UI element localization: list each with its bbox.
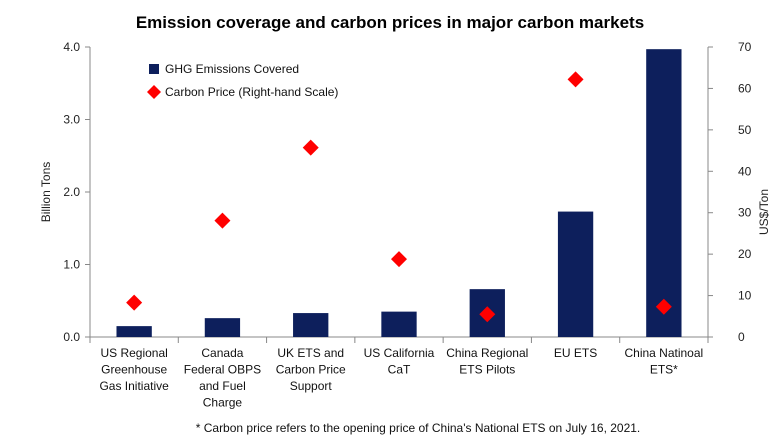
x-tick-label: EU ETS	[554, 346, 597, 360]
y-tick-label-left: 1.0	[63, 258, 80, 272]
bar-ghg-emissions	[204, 318, 241, 337]
bar-ghg-emissions	[381, 311, 417, 337]
y-tick-label-right: 60	[738, 81, 752, 95]
y-tick-label-left: 3.0	[63, 113, 80, 127]
y-axis-label-right: US$/Ton	[757, 189, 771, 235]
chart-title: Emission coverage and carbon prices in m…	[136, 13, 644, 32]
y-tick-label-left: 4.0	[63, 40, 80, 54]
bar-ghg-emissions	[646, 49, 682, 338]
x-tick-label: Canada Federal OBPS and Fuel Charge	[184, 346, 261, 410]
x-tick-label: US California CaT	[364, 346, 435, 377]
y-tick-label-right: 40	[738, 164, 752, 178]
y-tick-label-left: 2.0	[63, 185, 80, 199]
y-tick-label-right: 20	[738, 247, 752, 261]
legend-label-price: Carbon Price (Right-hand Scale)	[165, 85, 338, 99]
x-tick-label: China Natinoal ETS*	[624, 346, 703, 377]
y-tick-label-right: 70	[738, 40, 752, 54]
point-carbon-price	[567, 71, 584, 88]
y-axis-label-left: Billion Tons	[39, 162, 53, 222]
point-carbon-price	[655, 298, 672, 315]
legend-swatch-ghg	[149, 64, 159, 74]
bar-ghg-emissions	[293, 313, 329, 337]
footnote: * Carbon price refers to the opening pri…	[196, 421, 641, 435]
point-carbon-price	[302, 139, 319, 156]
point-carbon-price	[391, 251, 407, 268]
legend-swatch-price	[147, 85, 161, 99]
x-tick-label: China Regional ETS Pilots	[446, 346, 528, 377]
y-tick-label-left: 0.0	[63, 330, 80, 344]
point-carbon-price	[214, 212, 231, 229]
point-carbon-price	[479, 306, 496, 323]
legend-label-ghg: GHG Emissions Covered	[165, 62, 299, 76]
y-tick-label-right: 0	[738, 330, 745, 344]
y-tick-label-right: 10	[738, 289, 752, 303]
bar-ghg-emissions	[116, 326, 152, 337]
y-tick-label-right: 30	[738, 206, 752, 220]
bar-ghg-emissions	[557, 211, 594, 337]
point-carbon-price	[126, 294, 143, 311]
x-tick-label: US Regional Greenhouse Gas Initiative	[99, 346, 169, 393]
y-tick-label-right: 50	[738, 123, 752, 137]
x-tick-label: UK ETS and Carbon Price Support	[276, 346, 346, 393]
